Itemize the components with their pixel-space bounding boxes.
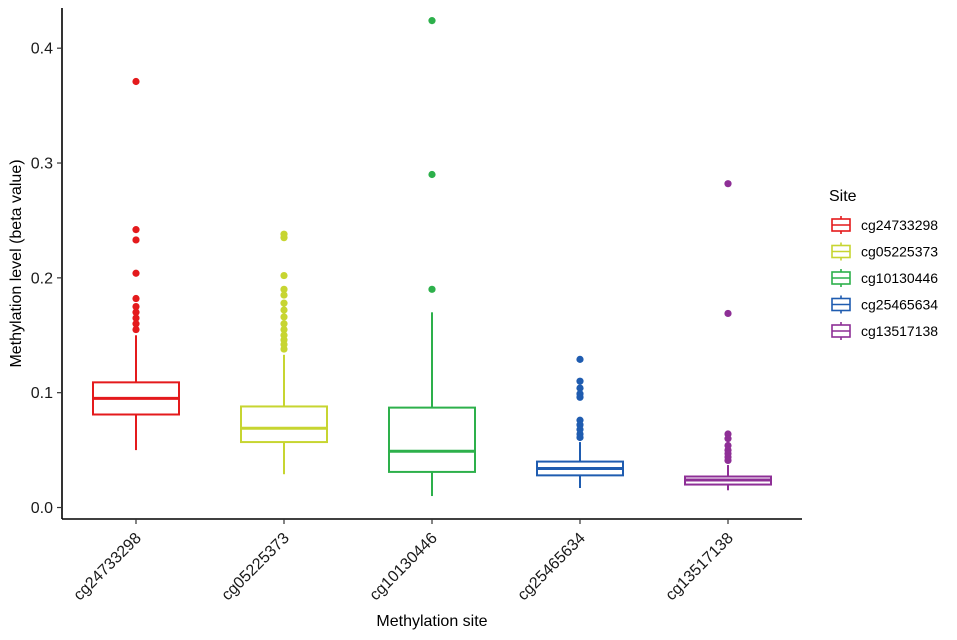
legend-label: cg13517138 [861, 323, 938, 339]
y-tick-label: 0.3 [31, 156, 53, 173]
x-axis-title: Methylation site [376, 613, 487, 630]
outlier-point [576, 355, 584, 363]
legend-label: cg05225373 [861, 244, 938, 260]
y-tick-label: 0.1 [31, 385, 53, 402]
box-cg05225373 [240, 230, 328, 475]
outlier-point [724, 435, 732, 443]
legend-item-cg25465634: cg25465634 [831, 295, 938, 314]
outlier-point [280, 299, 288, 307]
box-cg10130446 [388, 17, 476, 497]
outlier-point [428, 17, 436, 25]
outlier-point [428, 170, 436, 179]
outlier-point [280, 291, 288, 299]
legend-title: Site [829, 188, 857, 205]
y-tick-label: 0.2 [31, 270, 53, 287]
box-iqr [388, 406, 476, 473]
outlier-point [280, 313, 288, 321]
outlier-point [280, 320, 288, 328]
legend-item-cg10130446: cg10130446 [831, 269, 938, 287]
y-tick-label: 0.4 [31, 41, 53, 58]
box-iqr [240, 405, 328, 444]
outlier-point [132, 236, 140, 244]
outlier-point [428, 285, 436, 293]
x-tick-label: cg24733298 [71, 530, 145, 604]
y-tick-label: 0.0 [31, 500, 53, 517]
outlier-point [576, 384, 584, 392]
outlier-point [132, 294, 140, 303]
outlier-point [576, 377, 584, 385]
x-tick-label: cg10130446 [367, 530, 441, 604]
box-cg13517138 [684, 180, 772, 491]
legend: Site cg24733298 cg05225373 cg10130446 cg254… [829, 188, 938, 340]
y-axis: 0.0 0.1 0.2 0.3 0.4 [31, 8, 63, 519]
legend-label: cg10130446 [861, 270, 938, 286]
outlier-point [576, 433, 584, 442]
legend-item-cg24733298: cg24733298 [831, 216, 938, 234]
outlier-point [724, 309, 732, 318]
legend-item-cg13517138: cg13517138 [831, 322, 938, 340]
outlier-point [280, 325, 288, 334]
outlier-point [280, 345, 288, 353]
outlier-point [132, 308, 140, 316]
outlier-point [132, 77, 140, 86]
outlier-point [576, 393, 584, 401]
legend-label: cg24733298 [861, 217, 938, 233]
outlier-point [132, 314, 140, 322]
outlier-point [132, 226, 140, 234]
outlier-point [280, 285, 288, 293]
x-tick-label: cg13517138 [663, 530, 737, 604]
boxes [92, 17, 772, 497]
x-tick-label: cg05225373 [219, 530, 293, 604]
outlier-point [280, 234, 288, 242]
x-tick-label: cg25465634 [515, 530, 589, 604]
legend-item-cg05225373: cg05225373 [831, 242, 938, 261]
y-axis-title: Methylation level (beta value) [8, 159, 25, 367]
outlier-point [280, 271, 288, 280]
outlier-point [132, 302, 140, 311]
x-axis: cg24733298 cg05225373 cg10130446 cg25465634… [62, 518, 802, 604]
outlier-point [132, 269, 140, 277]
outlier-point [132, 325, 140, 334]
box-cg24733298 [92, 77, 180, 451]
outlier-point [724, 180, 732, 188]
outlier-point [280, 306, 288, 314]
legend-label: cg25465634 [861, 297, 938, 313]
outlier-point [132, 320, 140, 328]
box-cg25465634 [536, 355, 624, 488]
outlier-point [724, 456, 732, 465]
